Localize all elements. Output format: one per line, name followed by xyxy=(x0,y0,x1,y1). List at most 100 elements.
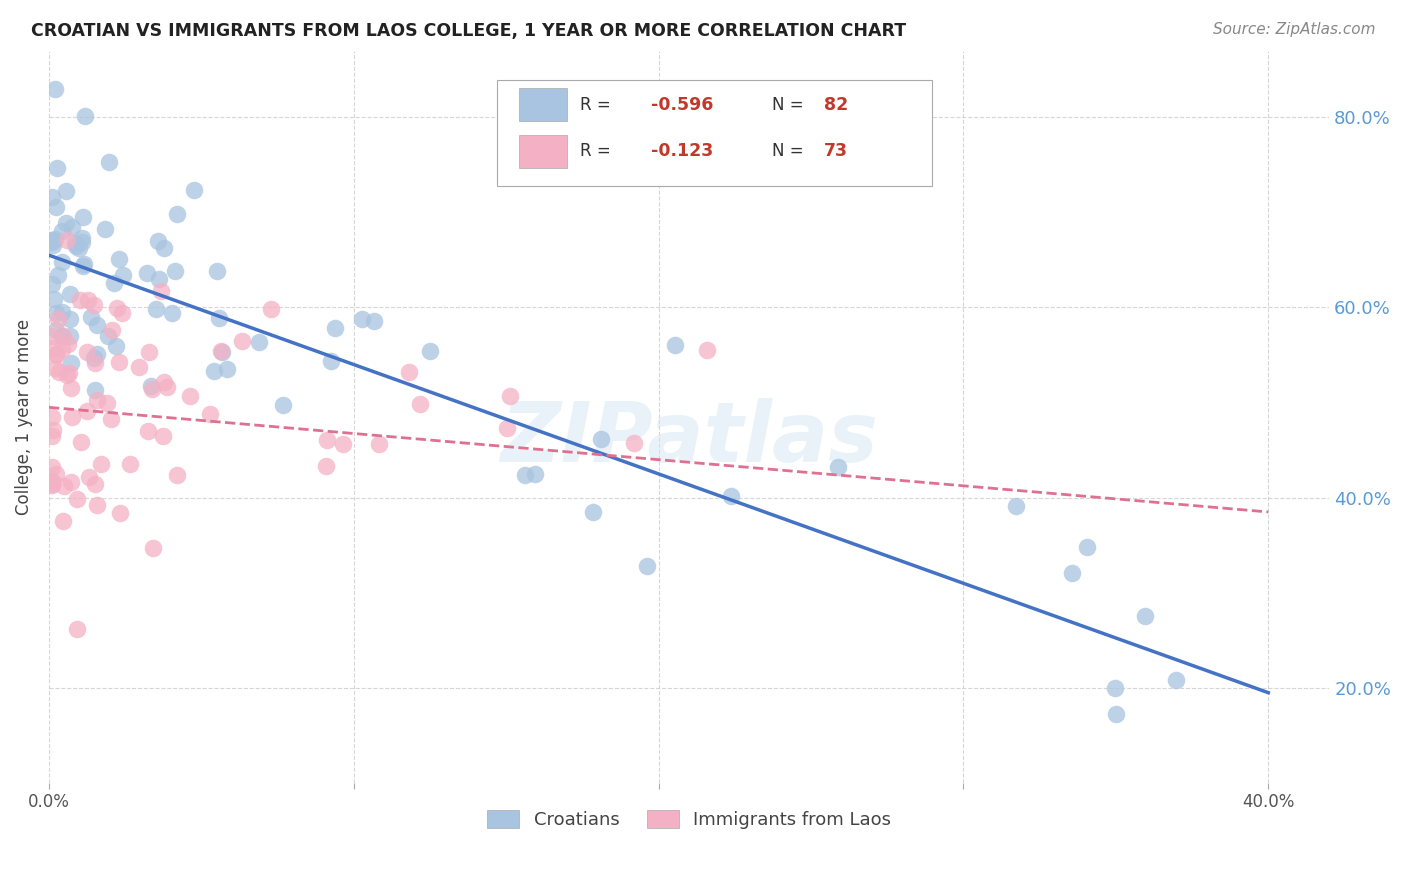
Text: N =: N = xyxy=(772,95,804,113)
Point xyxy=(86,499,108,513)
Point xyxy=(45,323,67,337)
Point xyxy=(51,329,73,343)
Point xyxy=(636,558,658,573)
Point xyxy=(205,264,228,278)
Point xyxy=(51,342,73,356)
Point xyxy=(582,505,605,519)
Point xyxy=(352,312,374,326)
Point xyxy=(41,429,63,443)
Point xyxy=(56,368,79,382)
Point xyxy=(145,301,167,316)
FancyBboxPatch shape xyxy=(498,80,932,186)
Point xyxy=(76,403,98,417)
Point xyxy=(202,364,225,378)
Point xyxy=(166,467,188,482)
FancyBboxPatch shape xyxy=(519,88,568,121)
Point xyxy=(198,408,221,422)
Point xyxy=(315,458,337,473)
Point xyxy=(59,329,82,343)
Point xyxy=(42,423,65,437)
Point xyxy=(165,264,187,278)
Point xyxy=(51,224,73,238)
Point xyxy=(94,222,117,236)
Point xyxy=(367,436,389,450)
Point xyxy=(332,437,354,451)
Point xyxy=(41,341,63,355)
Point xyxy=(138,424,160,438)
Point xyxy=(70,434,93,449)
Point xyxy=(55,216,77,230)
Point xyxy=(103,277,125,291)
Point xyxy=(141,382,163,396)
Point xyxy=(419,344,441,359)
Point xyxy=(153,375,176,389)
Point xyxy=(323,321,346,335)
Point xyxy=(41,190,63,204)
Point xyxy=(60,355,83,369)
Point xyxy=(84,384,107,398)
Point xyxy=(83,351,105,365)
Point xyxy=(107,252,129,266)
Point xyxy=(827,459,849,474)
Point xyxy=(153,241,176,255)
Point xyxy=(70,230,93,244)
Point xyxy=(100,412,122,426)
Point xyxy=(321,354,343,368)
Point xyxy=(60,220,83,235)
Point xyxy=(1104,706,1126,721)
Point xyxy=(45,200,67,214)
Point xyxy=(59,311,82,326)
Text: 82: 82 xyxy=(824,95,848,113)
Point xyxy=(623,435,645,450)
Point xyxy=(110,306,132,320)
Point xyxy=(105,301,128,316)
Point xyxy=(86,393,108,408)
Point xyxy=(696,343,718,357)
Text: N =: N = xyxy=(772,142,804,161)
Point xyxy=(73,109,96,123)
Point xyxy=(1004,500,1026,514)
Point xyxy=(499,389,522,403)
Point xyxy=(211,345,233,359)
Point xyxy=(69,293,91,307)
Point xyxy=(208,311,231,326)
Point xyxy=(148,272,170,286)
Point xyxy=(591,433,613,447)
Point xyxy=(66,623,89,637)
Text: Source: ZipAtlas.com: Source: ZipAtlas.com xyxy=(1212,22,1375,37)
Point xyxy=(152,428,174,442)
Point xyxy=(84,356,107,370)
Point xyxy=(41,329,63,343)
Point xyxy=(1104,681,1126,696)
Point xyxy=(363,314,385,328)
Point xyxy=(97,329,120,343)
Text: ZIPatlas: ZIPatlas xyxy=(501,399,879,479)
Point xyxy=(141,378,163,392)
Text: -0.596: -0.596 xyxy=(651,95,713,113)
Point xyxy=(80,310,103,324)
Point xyxy=(664,337,686,351)
Point xyxy=(90,457,112,471)
Point xyxy=(44,347,66,361)
Point xyxy=(58,366,80,380)
Point xyxy=(96,396,118,410)
Point xyxy=(316,434,339,448)
Point xyxy=(183,183,205,197)
Point xyxy=(179,388,201,402)
Point xyxy=(86,347,108,361)
Point xyxy=(86,318,108,333)
Point xyxy=(65,239,87,253)
Point xyxy=(408,397,430,411)
Point xyxy=(41,277,63,291)
Point xyxy=(60,410,83,425)
Point xyxy=(42,238,65,252)
Point xyxy=(65,236,87,251)
Text: R =: R = xyxy=(581,142,612,161)
Text: R =: R = xyxy=(581,95,612,113)
Point xyxy=(45,467,67,481)
Point xyxy=(1166,673,1188,687)
Point xyxy=(150,285,173,299)
Point xyxy=(41,477,63,491)
Point xyxy=(52,514,75,528)
Point xyxy=(67,241,90,255)
